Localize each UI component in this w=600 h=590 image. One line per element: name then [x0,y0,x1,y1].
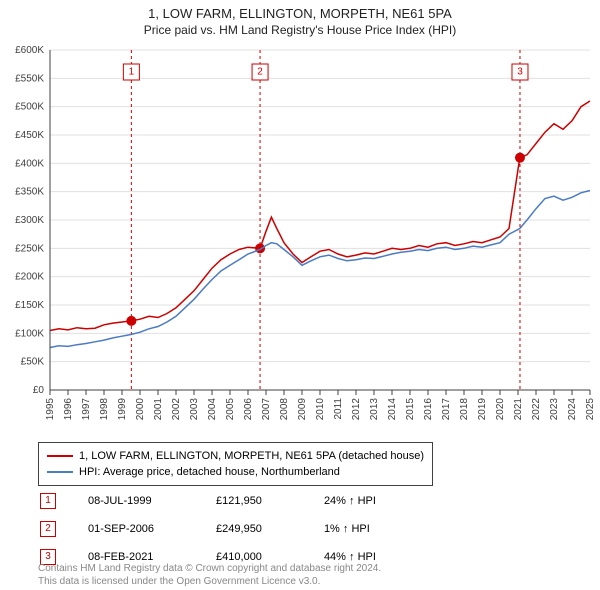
svg-text:1995: 1995 [45,398,56,421]
svg-text:2013: 2013 [369,398,380,421]
svg-text:1998: 1998 [99,398,110,421]
footer-line2: This data is licensed under the Open Gov… [38,575,381,588]
svg-text:2020: 2020 [495,398,506,421]
svg-text:2001: 2001 [153,398,164,421]
svg-text:2016: 2016 [423,398,434,421]
footer-note: Contains HM Land Registry data © Crown c… [38,562,381,588]
svg-text:2021: 2021 [513,398,524,421]
svg-text:2004: 2004 [207,398,218,421]
legend-swatch [47,471,73,473]
svg-text:2008: 2008 [279,398,290,421]
svg-text:£100K: £100K [15,328,44,339]
svg-text:2015: 2015 [405,398,416,421]
sale-date: 08-JUL-1999 [88,488,214,514]
svg-text:2012: 2012 [351,398,362,421]
sale-price: £121,950 [216,488,322,514]
svg-text:2002: 2002 [171,398,182,421]
svg-text:3: 3 [517,67,523,78]
sales-table: 1 08-JUL-1999£121,95024% ↑ HPI 2 01-SEP-200… [38,486,388,572]
svg-text:2000: 2000 [135,398,146,421]
svg-text:1996: 1996 [63,398,74,421]
svg-text:2024: 2024 [567,398,578,421]
svg-text:2009: 2009 [297,398,308,421]
legend-label: HPI: Average price, detached house, Nort… [79,466,340,478]
svg-text:2025: 2025 [585,398,596,421]
svg-text:1999: 1999 [117,398,128,421]
svg-text:£200K: £200K [15,272,44,283]
svg-text:2006: 2006 [243,398,254,421]
sale-date: 01-SEP-2006 [88,516,214,542]
svg-text:2018: 2018 [459,398,470,421]
sale-marker-box: 1 [40,493,56,509]
sale-marker-box: 2 [40,521,56,537]
svg-text:2005: 2005 [225,398,236,421]
svg-text:£600K: £600K [15,45,44,56]
sale-delta: 1% ↑ HPI [324,516,386,542]
chart-plot: £0 £50K £100K £150K £200K £250K £300K £350K £400… [0,0,600,440]
table-row: 1 08-JUL-1999£121,95024% ↑ HPI [40,488,386,514]
svg-text:2019: 2019 [477,398,488,421]
svg-text:2003: 2003 [189,398,200,421]
table-row: 2 01-SEP-2006£249,9501% ↑ HPI [40,516,386,542]
svg-text:£150K: £150K [15,300,44,311]
svg-text:2022: 2022 [531,398,542,421]
svg-text:2010: 2010 [315,398,326,421]
svg-text:£500K: £500K [15,102,44,113]
svg-text:£300K: £300K [15,215,44,226]
svg-text:£350K: £350K [15,187,44,198]
svg-text:£450K: £450K [15,130,44,141]
sale-delta: 24% ↑ HPI [324,488,386,514]
footer-line1: Contains HM Land Registry data © Crown c… [38,562,381,575]
svg-text:1997: 1997 [81,398,92,421]
svg-text:2011: 2011 [333,398,344,420]
svg-text:1: 1 [129,67,135,78]
svg-text:2014: 2014 [387,398,398,421]
legend-box: 1, LOW FARM, ELLINGTON, MORPETH, NE61 5P… [38,442,433,486]
svg-text:£400K: £400K [15,158,44,169]
svg-text:2007: 2007 [261,398,272,421]
svg-text:2023: 2023 [549,398,560,421]
legend-swatch [47,455,73,457]
chart-container: 1, LOW FARM, ELLINGTON, MORPETH, NE61 5P… [0,0,600,590]
svg-text:2017: 2017 [441,398,452,421]
svg-text:£550K: £550K [15,73,44,84]
legend-item: HPI: Average price, detached house, Nort… [47,464,424,480]
svg-text:£50K: £50K [21,357,45,368]
legend-label: 1, LOW FARM, ELLINGTON, MORPETH, NE61 5P… [79,450,424,462]
sale-price: £249,950 [216,516,322,542]
svg-text:£0: £0 [33,385,45,396]
legend-item: 1, LOW FARM, ELLINGTON, MORPETH, NE61 5P… [47,448,424,464]
svg-text:2: 2 [257,67,263,78]
svg-text:£250K: £250K [15,243,44,254]
